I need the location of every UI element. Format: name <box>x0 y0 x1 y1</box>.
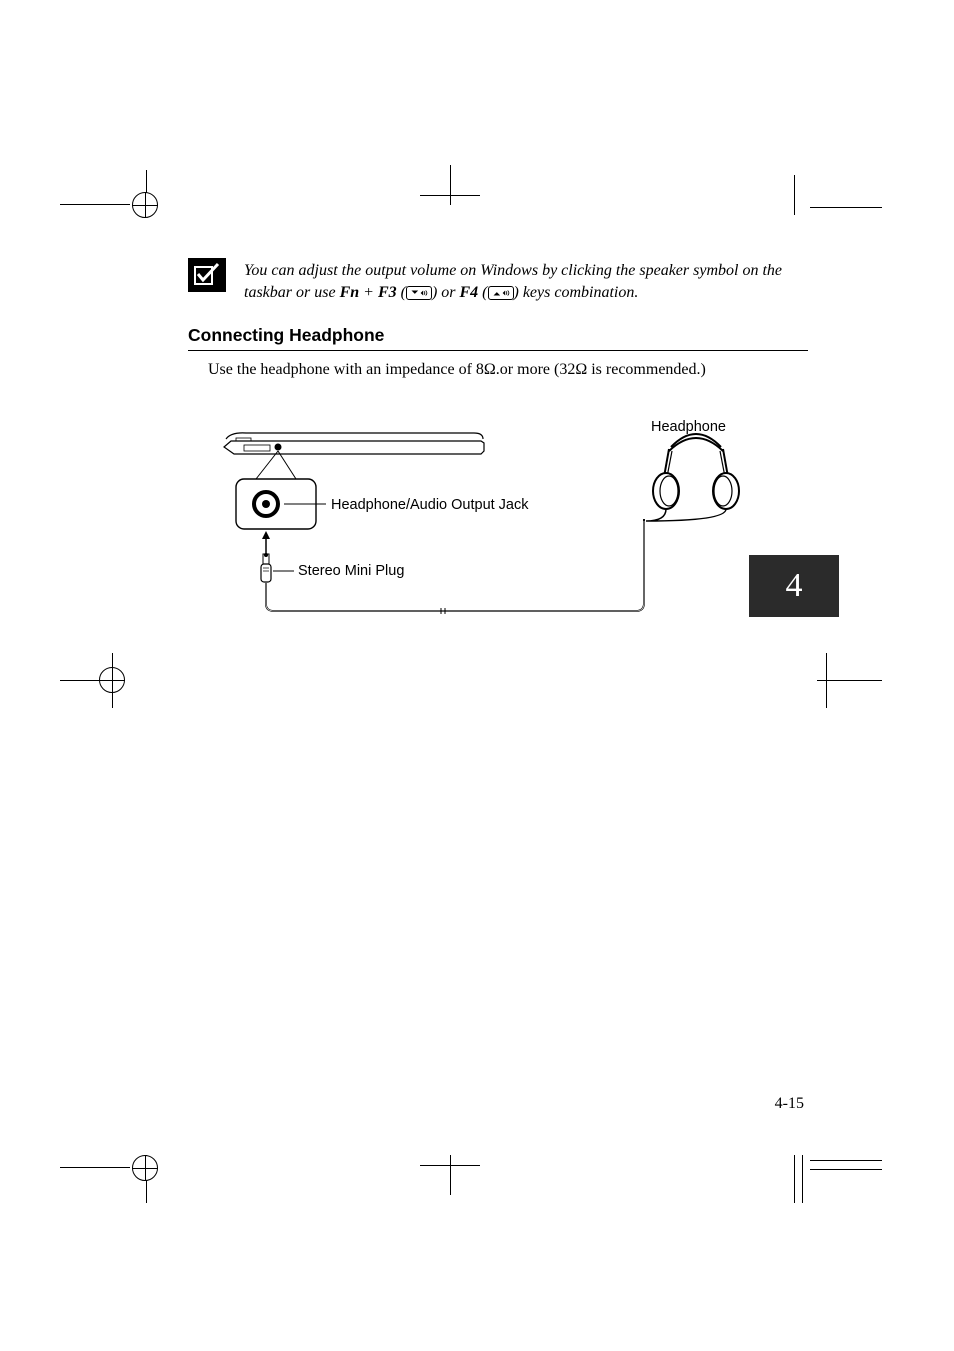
section-heading: Connecting Headphone <box>188 325 808 351</box>
note-paren-close1: ) <box>432 284 441 301</box>
note-text: You can adjust the output volume on Wind… <box>244 258 808 303</box>
note-box: You can adjust the output volume on Wind… <box>188 258 808 303</box>
crop-mark-bottom-left <box>60 1145 156 1205</box>
note-keys-combo: keys combination. <box>523 284 639 301</box>
chapter-tab: 4 <box>749 555 839 617</box>
crop-mark-top-right <box>786 175 882 225</box>
note-or: or <box>441 284 459 301</box>
note-paren-open2: ( <box>478 284 487 301</box>
note-fn: Fn <box>340 284 360 301</box>
page-number: 4-15 <box>775 1095 804 1113</box>
diagram: Headphone Headphone/Audio Output Jack St… <box>206 419 786 629</box>
jack-label: Headphone/Audio Output Jack <box>331 497 529 513</box>
headphones-illustration <box>644 434 739 521</box>
crop-mark-mid-right <box>812 650 882 710</box>
stereo-plug-illustration <box>261 553 271 582</box>
note-f3: F3 <box>378 284 397 301</box>
crop-mark-mid-left <box>60 650 130 710</box>
note-paren-close2: ) <box>514 284 523 301</box>
note-f4: F4 <box>460 284 479 301</box>
note-checkmark-icon <box>188 258 226 292</box>
note-paren-open1: ( <box>397 284 406 301</box>
volume-down-key-icon <box>406 286 432 300</box>
section-body: Use the headphone with an impedance of 8… <box>208 361 808 379</box>
crop-mark-top-left <box>60 170 156 220</box>
note-plus1: + <box>359 284 378 301</box>
crop-mark-top-center <box>420 165 480 210</box>
volume-up-key-icon <box>488 286 514 300</box>
laptop-side-illustration <box>224 433 484 454</box>
page-content: You can adjust the output volume on Wind… <box>188 258 808 629</box>
crop-mark-bottom-right <box>786 1145 882 1205</box>
chapter-number: 4 <box>786 567 803 605</box>
plug-label: Stereo Mini Plug <box>298 563 404 579</box>
headphone-label: Headphone <box>651 419 726 435</box>
crop-mark-bottom-center <box>420 1150 480 1195</box>
